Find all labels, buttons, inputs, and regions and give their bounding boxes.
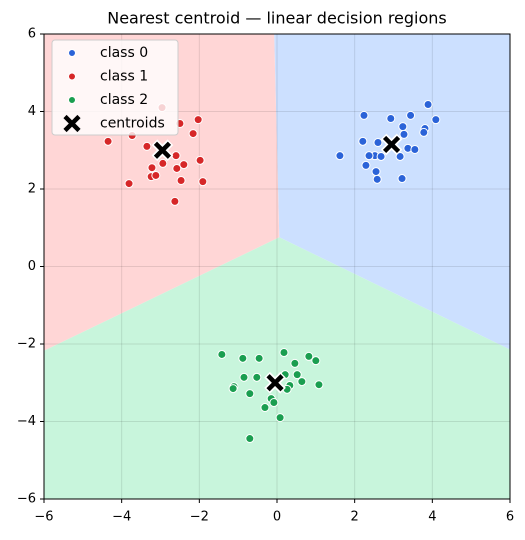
data-point (238, 353, 248, 363)
data-point (290, 358, 300, 368)
data-point (335, 151, 345, 161)
data-point (304, 351, 314, 361)
data-point (195, 155, 205, 165)
data-point (279, 348, 289, 358)
decision-region (44, 237, 510, 499)
legend-box (51, 39, 179, 136)
y-tick-label: 6 (28, 27, 36, 42)
y-tick-label: −2 (17, 337, 36, 352)
legend-label: class 1 (100, 69, 148, 85)
legend-marker (68, 49, 76, 57)
data-point (260, 403, 270, 413)
data-point (171, 151, 181, 161)
data-point (372, 174, 382, 184)
data-point (376, 151, 386, 161)
data-point (397, 174, 407, 184)
chart-title: Nearest centroid — linear decision regio… (107, 9, 447, 28)
data-point (371, 167, 381, 177)
data-point (103, 136, 113, 146)
data-point (269, 398, 279, 408)
data-point (151, 170, 161, 180)
data-point (406, 110, 416, 120)
data-point (245, 389, 255, 399)
data-point (172, 163, 182, 173)
data-point (198, 177, 208, 187)
data-point (254, 353, 264, 363)
data-point (124, 179, 134, 189)
data-point (142, 141, 152, 151)
data-point (188, 129, 198, 139)
y-tick-label: −4 (17, 414, 36, 429)
data-point (292, 370, 302, 380)
data-point (373, 138, 383, 147)
data-point (158, 158, 168, 168)
centroid-marker (266, 374, 284, 392)
y-tick-label: 4 (28, 104, 36, 119)
data-point (364, 151, 374, 161)
x-tick-label: 4 (428, 510, 436, 525)
legend-label: centroids (100, 116, 165, 132)
data-point (239, 372, 249, 382)
data-point (361, 160, 371, 170)
data-point (419, 127, 429, 137)
data-point (358, 136, 368, 146)
data-point (217, 349, 227, 359)
legend-marker (68, 72, 76, 81)
data-point (245, 434, 255, 444)
data-point (398, 122, 408, 132)
data-point (147, 163, 157, 173)
legend-marker (68, 96, 76, 104)
y-tick-label: 2 (28, 182, 36, 197)
centroid-marker (63, 114, 81, 133)
data-point (252, 372, 262, 382)
x-tick-label: −6 (34, 510, 53, 525)
data-point (176, 175, 186, 185)
data-point (179, 160, 189, 170)
centroid-marker (153, 141, 172, 159)
data-point (399, 129, 409, 139)
data-point (431, 115, 441, 125)
y-tick-label: 0 (28, 259, 36, 274)
data-point (193, 115, 203, 125)
data-point (386, 113, 396, 123)
legend-label: class 2 (100, 92, 148, 108)
data-point (410, 144, 420, 154)
x-tick-label: −4 (112, 510, 131, 525)
x-tick-label: 0 (273, 510, 281, 525)
x-tick-label: −2 (190, 510, 209, 525)
x-tick-label: 6 (506, 510, 514, 525)
y-tick-label: −6 (17, 492, 36, 507)
data-point (170, 196, 180, 206)
x-tick-label: 2 (351, 510, 359, 525)
data-point (311, 356, 321, 366)
decision-region (274, 34, 510, 350)
data-point (395, 151, 405, 161)
data-point (423, 100, 433, 110)
centroid-marker (382, 135, 401, 154)
data-point (275, 413, 285, 423)
data-point (359, 110, 369, 120)
data-point (228, 384, 238, 394)
legend-label: class 0 (100, 45, 148, 61)
data-point (297, 377, 307, 387)
data-point (314, 380, 324, 390)
plot-frame (43, 33, 511, 500)
